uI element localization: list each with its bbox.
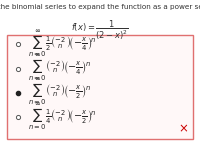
Text: $\sum_{n=0}^{\infty}\frac{1}{2}\binom{-2}{n}\!\left(-\frac{x}{4}\right)^{\!n}$: $\sum_{n=0}^{\infty}\frac{1}{2}\binom{-2… xyxy=(28,29,96,60)
FancyBboxPatch shape xyxy=(7,35,193,139)
Text: $f(x) = \dfrac{1}{(2-x)^2}$: $f(x) = \dfrac{1}{(2-x)^2}$ xyxy=(71,19,129,42)
Text: $\sum_{n=0}^{\infty}\binom{-2}{n}\!\left(-\frac{x}{2}\right)^{\!n}$: $\sum_{n=0}^{\infty}\binom{-2}{n}\!\left… xyxy=(28,78,91,108)
Text: $\sum_{n=0}^{\infty}\binom{-2}{n}\!\left(-\frac{x}{4}\right)^{\!n}$: $\sum_{n=0}^{\infty}\binom{-2}{n}\!\left… xyxy=(28,53,91,84)
Text: Use the binomial series to expand the function as a power series.: Use the binomial series to expand the fu… xyxy=(0,4,200,10)
Text: $\times$: $\times$ xyxy=(178,122,188,135)
Text: $\sum_{n=0}^{\infty}\frac{1}{4}\binom{-2}{n}\!\left(-\frac{x}{2}\right)^{\!n}$: $\sum_{n=0}^{\infty}\frac{1}{4}\binom{-2… xyxy=(28,102,96,133)
